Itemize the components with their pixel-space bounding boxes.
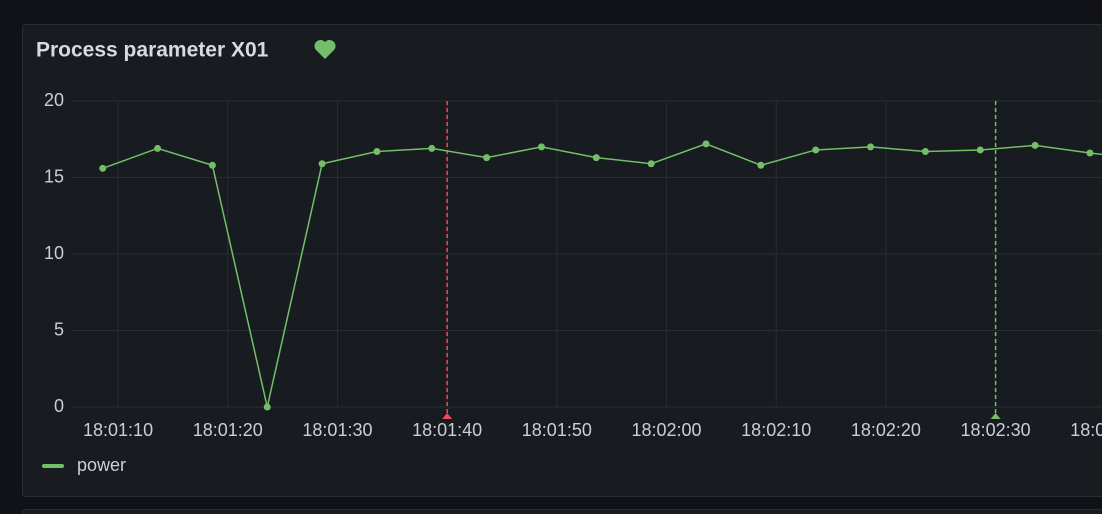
x-tick-label: 18:02:40 — [1070, 420, 1102, 440]
data-point — [263, 403, 271, 411]
data-point — [976, 146, 984, 154]
y-tick-label: 0 — [54, 396, 64, 416]
x-tick-label: 18:01:20 — [193, 420, 263, 440]
y-tick-label: 20 — [44, 90, 64, 110]
x-tick-label: 18:02:30 — [961, 420, 1031, 440]
plot-area — [99, 101, 1102, 415]
data-point — [647, 160, 655, 168]
data-point — [867, 143, 875, 151]
x-tick-label: 18:01:30 — [302, 420, 372, 440]
x-tick-label: 18:02:20 — [851, 420, 921, 440]
x-tick-label: 18:01:10 — [83, 420, 153, 440]
data-point — [812, 146, 820, 154]
panel — [22, 24, 1102, 497]
y-tick-label: 10 — [44, 243, 64, 263]
data-point — [318, 160, 326, 168]
data-point — [154, 144, 162, 152]
axes: 0 5 10 15 20 18:01:10 18:01:20 18:01:30 18:01:40… — [44, 90, 1102, 440]
annotation-marker — [442, 413, 453, 419]
x-tick-label: 18:01:50 — [522, 420, 592, 440]
x-tick-label: 18:02:00 — [631, 420, 701, 440]
data-point — [702, 140, 710, 148]
y-tick-label: 5 — [54, 319, 64, 339]
next-panel — [22, 509, 1102, 514]
series-line — [102, 143, 1102, 408]
data-point — [208, 161, 216, 169]
legend: power — [42, 455, 126, 475]
health-icon[interactable] — [314, 39, 336, 59]
data-point — [537, 143, 545, 151]
data-point — [921, 147, 929, 155]
data-point — [1086, 149, 1094, 157]
data-point — [99, 164, 107, 172]
data-point — [373, 147, 381, 155]
x-tick-label: 18:02:10 — [741, 420, 811, 440]
data-point — [428, 144, 436, 152]
annotation-marker — [990, 413, 1001, 419]
data-point — [483, 154, 491, 162]
x-tick-label: 18:01:40 — [412, 420, 482, 440]
legend-label[interactable]: power — [77, 455, 126, 475]
data-point — [1031, 141, 1039, 149]
data-point — [592, 154, 600, 162]
y-tick-label: 15 — [44, 166, 64, 186]
panel-title[interactable]: Process parameter X01 — [36, 39, 269, 62]
data-point — [757, 161, 765, 169]
